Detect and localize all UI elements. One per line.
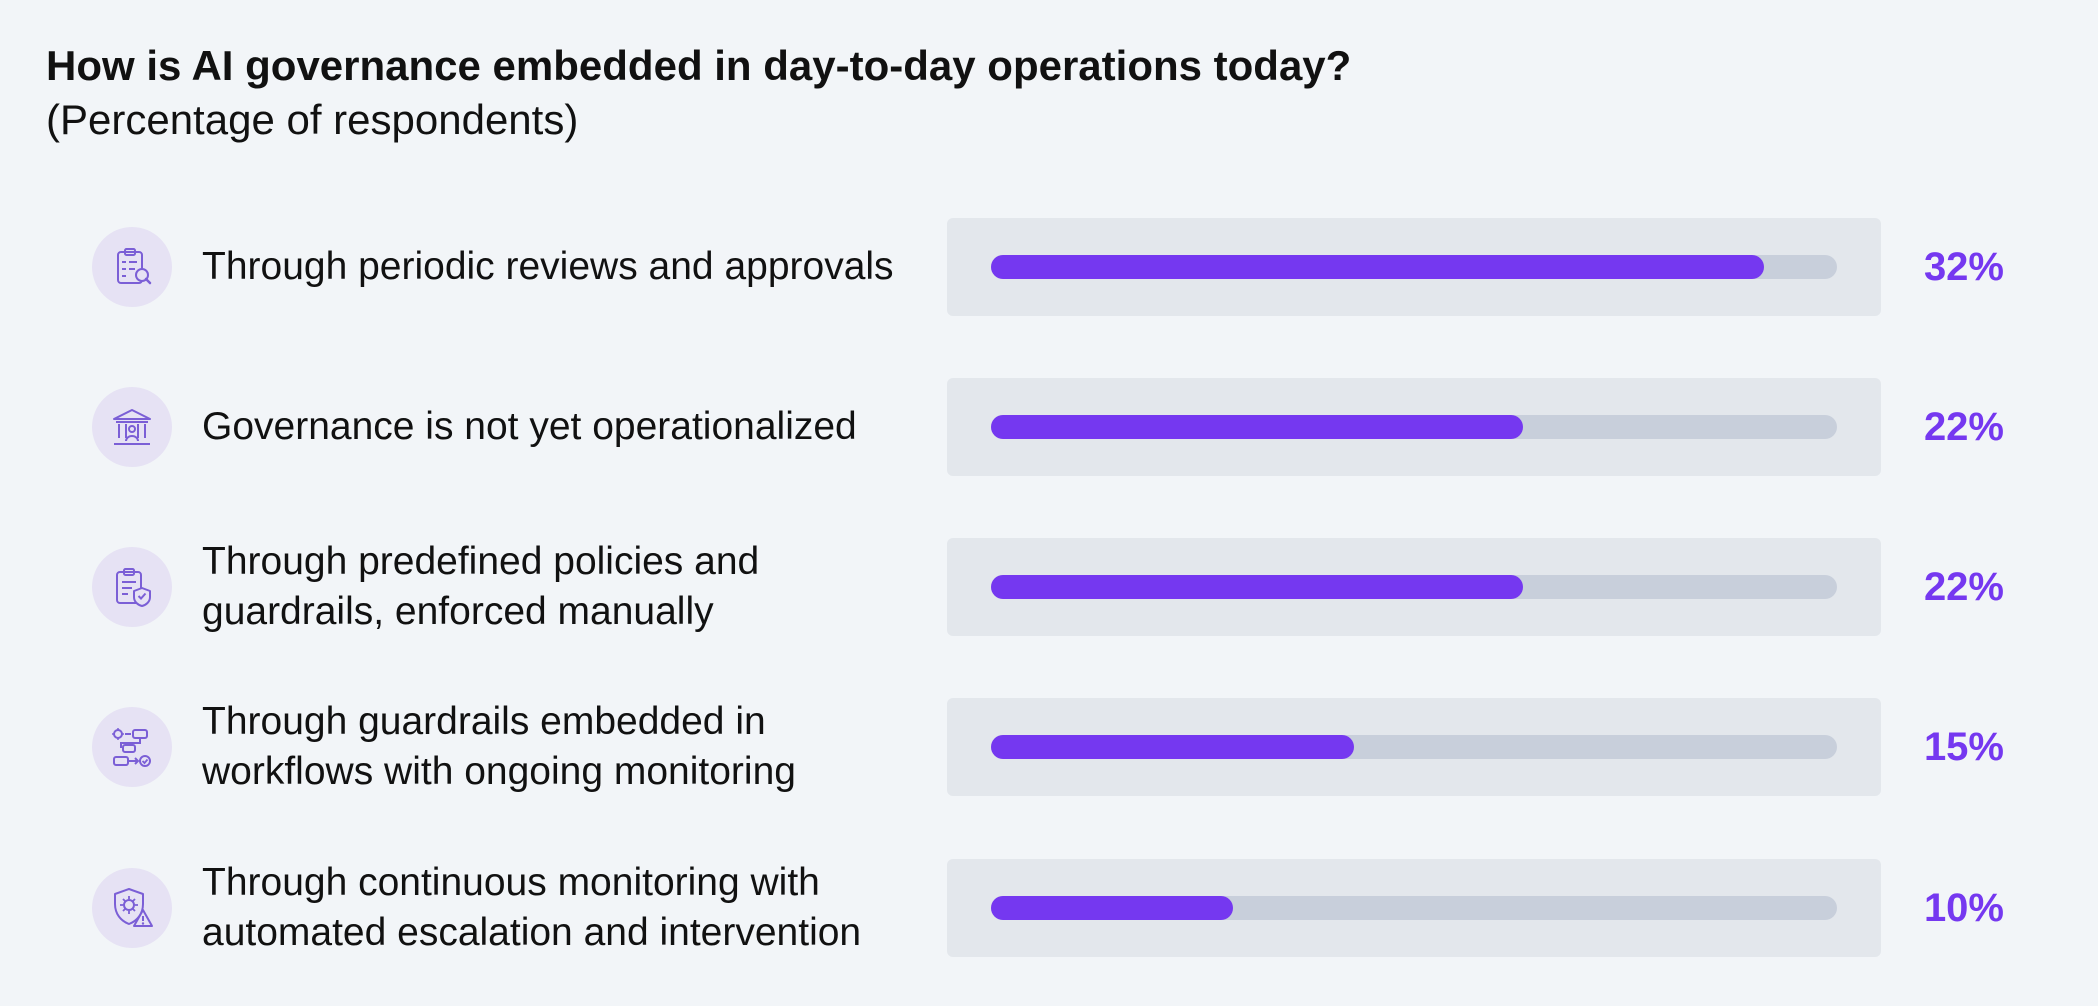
workflow-check-icon: [92, 707, 172, 787]
bar-track-box: [947, 698, 1881, 796]
data-label: 32%: [1923, 244, 2004, 289]
bar: [991, 575, 1523, 599]
bar-track: [991, 255, 1837, 279]
institution-building-icon: [92, 387, 172, 467]
bar-track-box: [947, 378, 1881, 476]
bar-track-box: [947, 859, 1881, 957]
bar-row: Through periodic reviews and approvals 32…: [0, 218, 2098, 316]
data-label: 15%: [1923, 724, 2004, 769]
chart-subtitle: (Percentage of respondents): [46, 96, 579, 143]
bar-row: Through predefined policies and guardrai…: [0, 538, 2098, 636]
category-label: Through guardrails embedded in workflows…: [202, 700, 796, 793]
shield-gear-alert-icon: [92, 868, 172, 948]
category-label: Governance is not yet operationalized: [202, 405, 857, 448]
data-label: 22%: [1923, 564, 2004, 609]
clipboard-search-icon: [92, 227, 172, 307]
bar-row: Through continuous monitoring with autom…: [0, 859, 2098, 957]
data-label: 10%: [1923, 885, 2004, 930]
bar: [991, 896, 1233, 920]
bar: [991, 255, 1764, 279]
bar-track: [991, 896, 1837, 920]
chart-title: How is AI governance embedded in day-to-…: [46, 42, 1352, 89]
bar-track-box: [947, 538, 1881, 636]
bar-track: [991, 735, 1837, 759]
bar-track: [991, 575, 1837, 599]
bar-track-box: [947, 218, 1881, 316]
bar: [991, 735, 1354, 759]
bar-track: [991, 415, 1837, 439]
clipboard-shield-icon: [92, 547, 172, 627]
category-label: Through continuous monitoring with autom…: [202, 861, 862, 954]
data-label: 22%: [1923, 404, 2004, 449]
category-label: Through predefined policies and guardrai…: [202, 540, 760, 633]
bar-row: Through guardrails embedded in workflows…: [0, 698, 2098, 796]
bar: [991, 415, 1523, 439]
bar-row: Governance is not yet operationalized 22%: [0, 378, 2098, 476]
category-label: Through periodic reviews and approvals: [202, 245, 894, 288]
